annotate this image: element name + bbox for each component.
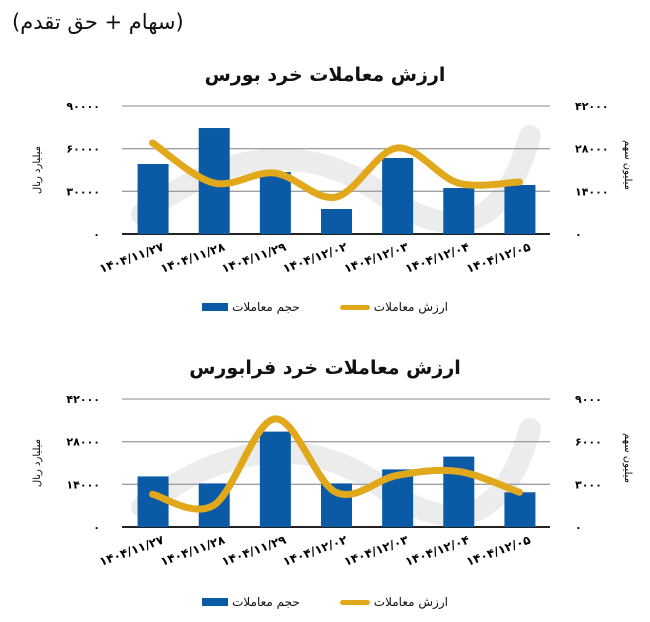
left-axis-tick: ۴۲۰۰۰: [66, 393, 100, 406]
right-axis-tick: ۰: [575, 521, 582, 534]
line-swatch-icon: [339, 599, 370, 605]
bar-swatch-icon: [202, 598, 229, 606]
right-axis-tick: ۲۸۰۰۰: [575, 143, 609, 156]
legend-item-volume: حجم معاملات: [202, 300, 300, 314]
x-axis-tick: ۱۴۰۴/۱۲/۰۲: [281, 532, 350, 568]
volume-bar: [259, 431, 291, 527]
legend-label-value: ارزش معاملات: [373, 595, 448, 609]
right-axis-tick: ۱۴۰۰۰: [575, 185, 609, 198]
x-axis-tick: ۱۴۰۴/۱۱/۲۹: [220, 532, 289, 568]
left-axis-tick: ۲۸۰۰۰: [66, 436, 100, 449]
watermark: [131, 418, 541, 527]
right-axis-label: میلیون سهم: [622, 433, 633, 483]
left-axis-label: میلیارد ریال: [32, 439, 43, 487]
volume-bar: [382, 157, 414, 234]
left-axis-tick: ۱۴۰۰۰: [66, 478, 100, 491]
volume-bar: [504, 184, 536, 234]
right-axis-label: میلیون سهم: [622, 140, 633, 190]
volume-bar: [321, 209, 352, 234]
x-axis-tick: ۱۴۰۴/۱۱/۲۷: [98, 239, 167, 275]
legend-label-volume: حجم معاملات: [232, 595, 300, 609]
chart-bourse: ۰ ۰ ۳۰۰۰۰ ۱۴۰۰۰ ۶۰۰۰۰ ۲۸۰۰۰ ۹۰۰۰۰ ۴۲۰۰۰ میلیارد …: [32, 100, 633, 276]
page-header-title: (سهام + حق تقدم): [12, 10, 184, 34]
legend-label-volume: حجم معاملات: [232, 300, 300, 314]
x-axis-tick: ۱۴۰۴/۱۲/۰۴: [403, 240, 471, 276]
value-line: [149, 139, 523, 201]
x-axis-tick: ۱۴۰۴/۱۱/۲۹: [220, 239, 289, 275]
volume-bar: [137, 163, 169, 234]
left-axis-tick: ۳۰۰۰۰: [66, 185, 100, 198]
x-axis-tick: ۱۴۰۴/۱۱/۲۸: [159, 532, 228, 568]
left-axis-tick: ۶۰۰۰۰: [66, 143, 100, 156]
right-axis-tick: ۹۰۰۰: [575, 393, 602, 406]
chart-title-bourse: ارزش معاملات خرد بورس: [204, 64, 446, 86]
legend-item-value: ارزش معاملات: [339, 300, 448, 314]
right-axis-tick: ۰: [575, 228, 582, 241]
left-axis-tick: ۰: [93, 521, 100, 534]
legend-item-value: ارزش معاملات: [339, 595, 448, 609]
x-axis-tick: ۱۴۰۴/۱۱/۲۸: [159, 239, 228, 275]
right-axis-tick: ۳۰۰۰: [575, 478, 602, 491]
left-axis-label: میلیارد ریال: [32, 146, 43, 194]
x-axis-tick: ۱۴۰۴/۱۲/۰۳: [342, 532, 411, 568]
volume-bar: [504, 492, 536, 527]
volume-bar: [259, 172, 291, 234]
legend-item-volume: حجم معاملات: [202, 595, 300, 609]
volume-bar: [443, 188, 475, 234]
right-axis-tick: ۴۲۰۰۰: [575, 100, 609, 113]
chart-farabourse: ۰ ۰ ۱۴۰۰۰ ۳۰۰۰ ۲۸۰۰۰ ۶۰۰۰ ۴۲۰۰۰ ۹۰۰۰ میلیارد ریا…: [32, 393, 633, 569]
x-axis-tick: ۱۴۰۴/۱۲/۰۵: [464, 533, 532, 569]
legend-label-value: ارزش معاملات: [373, 300, 448, 314]
legend-farabourse: ارزش معاملات حجم معاملات: [0, 595, 650, 609]
legend-bourse: ارزش معاملات حجم معاملات: [0, 300, 650, 314]
x-axis-tick: ۱۴۰۴/۱۲/۰۳: [342, 239, 411, 275]
left-axis-tick: ۹۰۰۰۰: [66, 100, 100, 113]
x-axis-tick: ۱۴۰۴/۱۲/۰۵: [464, 240, 532, 276]
right-axis-tick: ۶۰۰۰: [575, 436, 602, 449]
line-swatch-icon: [339, 304, 370, 310]
left-axis-tick: ۰: [93, 228, 100, 241]
value-line: [149, 415, 523, 513]
x-axis-tick: ۱۴۰۴/۱۲/۰۲: [281, 239, 350, 275]
x-axis-tick: ۱۴۰۴/۱۱/۲۷: [98, 532, 167, 568]
bar-swatch-icon: [202, 303, 229, 311]
chart-title-farabourse: ارزش معاملات خرد فرابورس: [189, 357, 461, 379]
x-axis-tick: ۱۴۰۴/۱۲/۰۴: [403, 533, 471, 569]
